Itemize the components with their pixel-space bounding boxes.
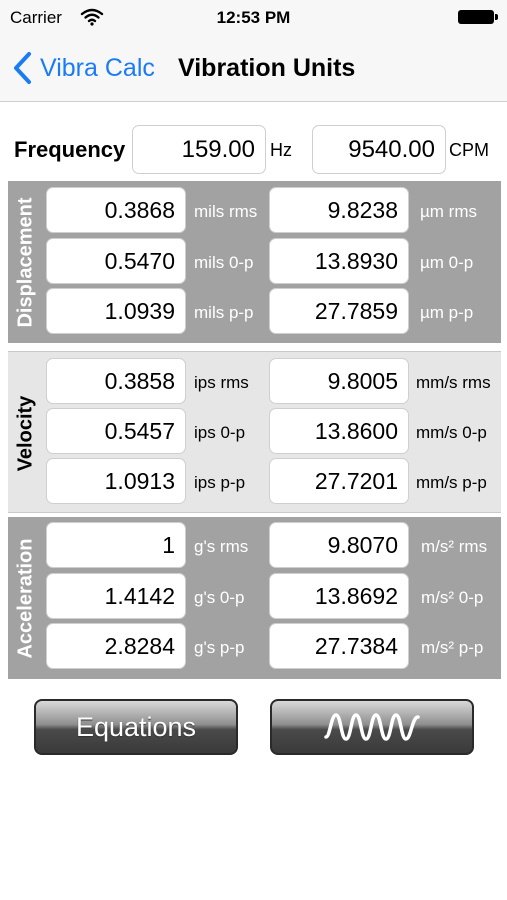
- page-title: Vibration Units: [178, 54, 356, 82]
- frequency-hz-unit: Hz: [270, 140, 292, 160]
- displacement-mils-pp-field[interactable]: 1.0939: [46, 288, 186, 334]
- acceleration-unit-label: m/s² p-p: [421, 638, 484, 657]
- equations-button-label: Equations: [75, 711, 197, 742]
- sine-wave-icon: [324, 713, 420, 741]
- displacement-um-0p-field[interactable]: 13.8930: [269, 238, 409, 284]
- displacement-mils-rms-field[interactable]: 0.3868: [46, 187, 186, 233]
- acceleration-unit-label: m/s² rms: [421, 537, 488, 556]
- displacement-section: Displacement 0.3868 mils rms 9.8238 µm r…: [8, 181, 501, 343]
- velocity-ips-0p-field[interactable]: 0.5457: [46, 408, 186, 454]
- velocity-mms-pp-field[interactable]: 27.7201: [269, 458, 409, 504]
- waveform-button[interactable]: [270, 699, 474, 755]
- velocity-unit-label: ips rms: [194, 373, 249, 392]
- back-button-label: Vibra Calc: [40, 53, 155, 82]
- displacement-unit-label: µm p-p: [420, 303, 474, 322]
- displacement-unit-label: µm rms: [420, 202, 478, 221]
- velocity-unit-label: mm/s rms: [416, 373, 491, 392]
- velocity-unit-label: mm/s 0-p: [416, 423, 487, 442]
- velocity-mms-rms-field[interactable]: 9.8005: [269, 358, 409, 404]
- frequency-label: Frequency: [14, 137, 126, 162]
- acceleration-ms2-pp-field[interactable]: 27.7384: [269, 623, 409, 669]
- displacement-unit-label: mils 0-p: [194, 253, 254, 272]
- displacement-unit-label: µm 0-p: [420, 253, 474, 272]
- acceleration-unit-label: m/s² 0-p: [421, 588, 484, 607]
- acceleration-gs-rms-field[interactable]: 1: [46, 522, 186, 568]
- velocity-ips-pp-field[interactable]: 1.0913: [46, 458, 186, 504]
- displacement-mils-0p-field[interactable]: 0.5470: [46, 238, 186, 284]
- chevron-left-icon: [14, 52, 31, 84]
- acceleration-unit-label: g's p-p: [194, 638, 245, 657]
- acceleration-unit-label: g's rms: [194, 537, 249, 556]
- status-time: 12:53 PM: [216, 8, 291, 27]
- velocity-unit-label: ips p-p: [194, 473, 246, 492]
- carrier-label: Carrier: [10, 8, 62, 27]
- acceleration-gs-0p-field[interactable]: 1.4142: [46, 573, 186, 619]
- navigation-bar: Vibra Calc Vibration Units: [0, 36, 507, 102]
- displacement-um-pp-field[interactable]: 27.7859: [269, 288, 409, 334]
- velocity-unit-label: mm/s p-p: [416, 473, 487, 492]
- acceleration-label: Acceleration: [14, 537, 37, 659]
- equations-button[interactable]: Equations: [34, 699, 238, 755]
- acceleration-gs-pp-field[interactable]: 2.8284: [46, 623, 186, 669]
- velocity-section: Velocity 0.3858 ips rms 9.8005 mm/s rms …: [8, 351, 501, 513]
- frequency-hz-field[interactable]: 159.00: [132, 125, 266, 174]
- velocity-mms-0p-field[interactable]: 13.8600: [269, 408, 409, 454]
- status-bar: Carrier 12:53 PM: [0, 0, 507, 36]
- frequency-cpm-field[interactable]: 9540.00: [312, 125, 446, 174]
- velocity-label: Velocity: [14, 395, 37, 471]
- displacement-unit-label: mils p-p: [194, 303, 254, 322]
- velocity-ips-rms-field[interactable]: 0.3858: [46, 358, 186, 404]
- frequency-cpm-unit: CPM: [449, 140, 489, 160]
- acceleration-unit-label: g's 0-p: [194, 588, 245, 607]
- velocity-unit-label: ips 0-p: [194, 423, 246, 442]
- back-button[interactable]: Vibra Calc: [12, 50, 155, 86]
- wifi-icon: [80, 8, 104, 26]
- displacement-um-rms-field[interactable]: 9.8238: [269, 187, 409, 233]
- acceleration-ms2-rms-field[interactable]: 9.8070: [269, 522, 409, 568]
- displacement-label: Displacement: [14, 196, 37, 328]
- acceleration-ms2-0p-field[interactable]: 13.8692: [269, 573, 409, 619]
- displacement-unit-label: mils rms: [194, 202, 258, 221]
- acceleration-section: Acceleration 1 g's rms 9.8070 m/s² rms 1…: [8, 517, 501, 679]
- battery-icon: [458, 10, 498, 24]
